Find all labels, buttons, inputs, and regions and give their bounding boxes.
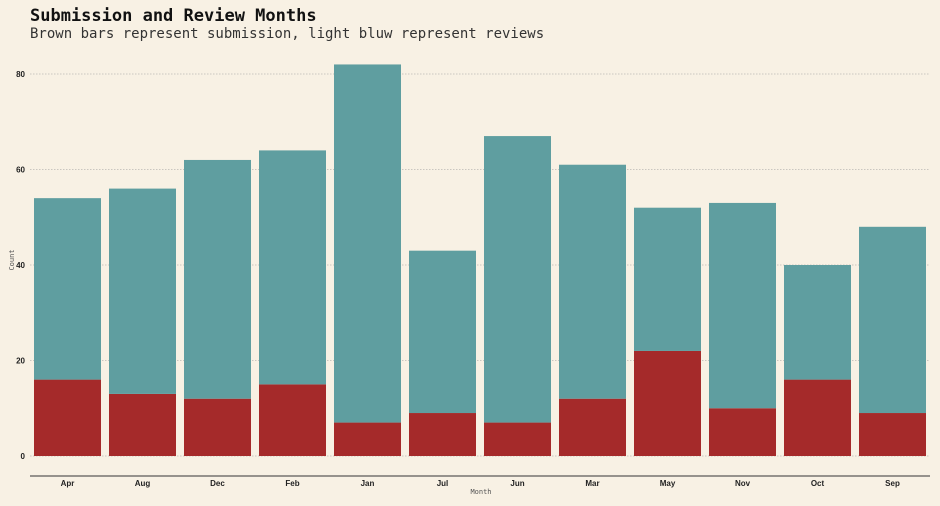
bar-submission [859, 413, 926, 456]
bar-review [784, 265, 851, 380]
bar-submission [334, 422, 401, 456]
bar-review [109, 188, 176, 394]
bar-review [559, 164, 626, 399]
x-tick-label: Dec [210, 479, 225, 488]
y-tick-label: 20 [16, 357, 25, 366]
x-tick-label: Feb [285, 479, 299, 488]
x-axis-label: Month [470, 488, 491, 496]
bar-submission [34, 379, 101, 456]
y-axis-label: Count [8, 249, 16, 270]
x-tick-label: Aug [135, 479, 151, 488]
x-tick-label: Jun [510, 479, 524, 488]
chart-title: Submission and Review Months [30, 6, 317, 26]
x-tick-label: Apr [61, 479, 75, 488]
bar-submission [409, 413, 476, 456]
bar-review [634, 207, 701, 351]
x-tick-label: Jan [361, 479, 375, 488]
x-tick-label: May [660, 479, 676, 488]
y-tick-labels: 0 20 40 60 80 [16, 70, 25, 461]
x-tick-labels: Apr Aug Dec Feb Jan Jul Jun Mar May Nov Oct Sep [61, 479, 900, 488]
x-tick-label: Sep [885, 479, 900, 488]
bar-submission [634, 350, 701, 456]
bar-review [409, 250, 476, 414]
bars [34, 64, 926, 456]
x-tick-label: Oct [811, 479, 825, 488]
bar-review [709, 202, 776, 409]
bar-submission [559, 398, 626, 456]
x-tick-label: Mar [585, 479, 599, 488]
gridlines [30, 73, 930, 457]
bar-review [484, 136, 551, 423]
bar-submission [259, 384, 326, 456]
bar-review [34, 198, 101, 380]
y-tick-label: 0 [21, 452, 26, 461]
bar-submission [109, 393, 176, 456]
x-tick-label: Nov [735, 479, 751, 488]
bar-submission [184, 398, 251, 456]
bar-review [859, 226, 926, 414]
y-tick-label: 40 [16, 261, 25, 270]
bar-review [259, 150, 326, 385]
bar-submission [709, 408, 776, 456]
bar-review [184, 159, 251, 399]
bar-submission [484, 422, 551, 456]
y-tick-label: 80 [16, 70, 25, 79]
bar-submission [784, 379, 851, 456]
y-tick-label: 60 [16, 166, 25, 175]
x-tick-label: Jul [437, 479, 449, 488]
bar-review [334, 64, 401, 423]
chart-subtitle: Brown bars represent submission, light b… [30, 26, 545, 42]
